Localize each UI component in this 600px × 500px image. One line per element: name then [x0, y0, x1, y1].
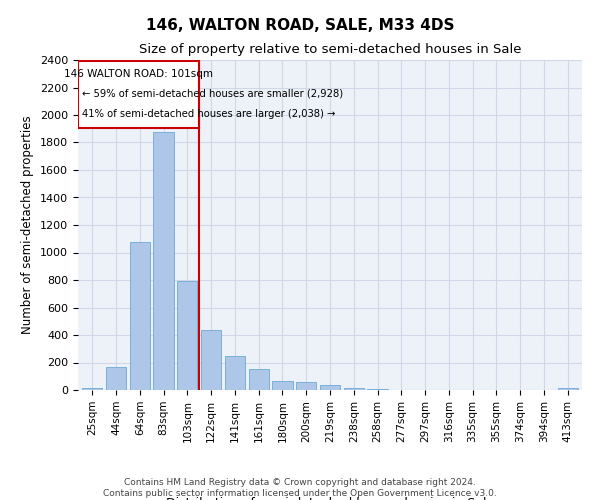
Bar — [130, 242, 150, 390]
Bar — [344, 388, 364, 390]
Title: Size of property relative to semi-detached houses in Sale: Size of property relative to semi-detach… — [139, 43, 521, 56]
Bar — [367, 389, 388, 390]
Text: 146, WALTON ROAD, SALE, M33 4DS: 146, WALTON ROAD, SALE, M33 4DS — [146, 18, 454, 32]
Bar — [225, 356, 245, 390]
Text: ← 59% of semi-detached houses are smaller (2,928): ← 59% of semi-detached houses are smalle… — [82, 89, 343, 99]
Bar — [106, 366, 126, 390]
Text: 41% of semi-detached houses are larger (2,038) →: 41% of semi-detached houses are larger (… — [82, 109, 335, 119]
Bar — [557, 388, 578, 390]
Text: Contains HM Land Registry data © Crown copyright and database right 2024.
Contai: Contains HM Land Registry data © Crown c… — [103, 478, 497, 498]
X-axis label: Distribution of semi-detached houses by size in Sale: Distribution of semi-detached houses by … — [166, 498, 494, 500]
Y-axis label: Number of semi-detached properties: Number of semi-detached properties — [22, 116, 34, 334]
FancyBboxPatch shape — [78, 60, 199, 128]
Bar — [154, 132, 173, 390]
Bar — [272, 381, 293, 390]
Text: 146 WALTON ROAD: 101sqm: 146 WALTON ROAD: 101sqm — [64, 68, 213, 78]
Bar — [82, 388, 103, 390]
Bar — [201, 330, 221, 390]
Bar — [320, 385, 340, 390]
Bar — [296, 382, 316, 390]
Bar — [248, 370, 269, 390]
Bar — [177, 280, 197, 390]
